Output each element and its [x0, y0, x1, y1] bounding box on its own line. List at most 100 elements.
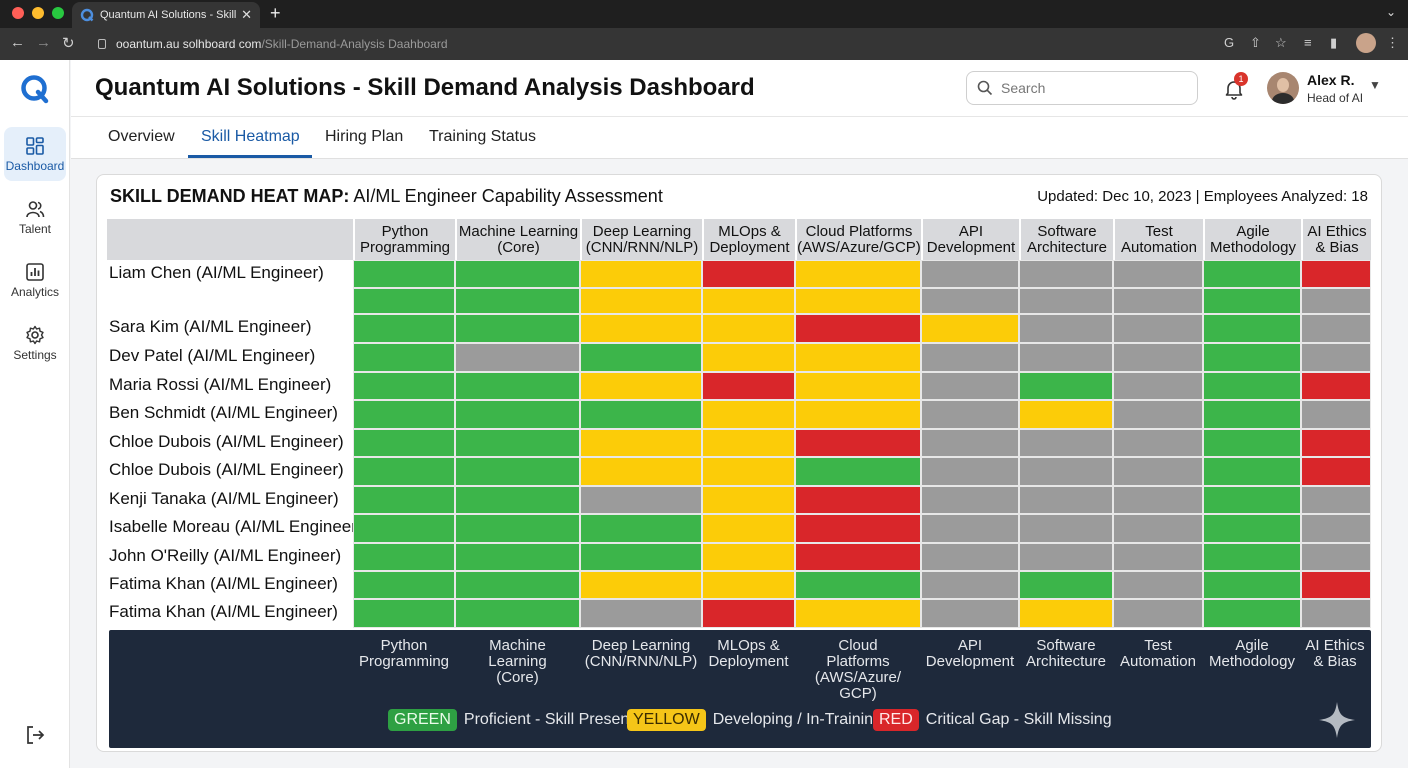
heatmap-cell[interactable] — [702, 343, 795, 372]
heatmap-cell[interactable] — [353, 486, 455, 514]
heatmap-cell[interactable] — [1019, 260, 1113, 288]
heatmap-cell[interactable] — [580, 343, 702, 372]
heatmap-cell[interactable] — [1113, 457, 1203, 486]
heatmap-cell[interactable] — [1301, 372, 1371, 400]
heatmap-cell[interactable] — [353, 400, 455, 429]
heatmap-cell[interactable] — [1301, 571, 1371, 599]
reading-list-icon[interactable]: ≡ — [1304, 35, 1312, 50]
heatmap-cell[interactable] — [795, 314, 921, 343]
heatmap-cell[interactable] — [702, 571, 795, 599]
heatmap-cell[interactable] — [702, 400, 795, 429]
tab-menu-chevron-icon[interactable]: ⌄ — [1385, 5, 1396, 19]
heatmap-cell[interactable] — [1301, 599, 1371, 628]
browser-menu-icon[interactable]: ⋮ — [1386, 35, 1399, 50]
heatmap-cell[interactable] — [1113, 288, 1203, 314]
heatmap-cell[interactable] — [1203, 543, 1301, 571]
heatmap-cell[interactable] — [795, 599, 921, 628]
heatmap-cell[interactable] — [1301, 314, 1371, 343]
heatmap-cell[interactable] — [1203, 571, 1301, 599]
heatmap-cell[interactable] — [1019, 429, 1113, 457]
heatmap-cell[interactable] — [1019, 571, 1113, 599]
heatmap-cell[interactable] — [1113, 571, 1203, 599]
chevron-down-icon[interactable]: ▼ — [1369, 78, 1381, 92]
heatmap-cell[interactable] — [1203, 514, 1301, 543]
heatmap-cell[interactable] — [455, 543, 580, 571]
heatmap-cell[interactable] — [455, 400, 580, 429]
heatmap-cell[interactable] — [702, 457, 795, 486]
heatmap-cell[interactable] — [921, 314, 1019, 343]
heatmap-cell[interactable] — [1113, 260, 1203, 288]
heatmap-cell[interactable] — [1113, 429, 1203, 457]
heatmap-cell[interactable] — [1203, 343, 1301, 372]
heatmap-cell[interactable] — [580, 457, 702, 486]
tab-overview[interactable]: Overview — [108, 128, 175, 145]
heatmap-cell[interactable] — [921, 400, 1019, 429]
logout-icon[interactable] — [24, 724, 46, 746]
heatmap-cell[interactable] — [795, 571, 921, 599]
heatmap-cell[interactable] — [455, 429, 580, 457]
heatmap-cell[interactable] — [455, 599, 580, 628]
heatmap-cell[interactable] — [455, 314, 580, 343]
heatmap-cell[interactable] — [1019, 314, 1113, 343]
heatmap-cell[interactable] — [1019, 514, 1113, 543]
back-arrow-icon[interactable]: ← — [10, 34, 25, 51]
google-lens-icon[interactable]: G — [1224, 35, 1235, 50]
heatmap-cell[interactable] — [455, 514, 580, 543]
heatmap-cell[interactable] — [921, 288, 1019, 314]
close-tab-icon[interactable]: ✕ — [241, 7, 252, 22]
heatmap-cell[interactable] — [1113, 543, 1203, 571]
heatmap-cell[interactable] — [580, 288, 702, 314]
heatmap-cell[interactable] — [580, 571, 702, 599]
heatmap-cell[interactable] — [455, 288, 580, 314]
heatmap-cell[interactable] — [455, 457, 580, 486]
heatmap-cell[interactable] — [1113, 400, 1203, 429]
url-field[interactable]: ooantum.au solhboard com/Skill-Demand-An… — [88, 32, 1208, 56]
heatmap-cell[interactable] — [1019, 343, 1113, 372]
heatmap-cell[interactable] — [1203, 457, 1301, 486]
heatmap-cell[interactable] — [580, 599, 702, 628]
heatmap-cell[interactable] — [795, 372, 921, 400]
heatmap-cell[interactable] — [1113, 372, 1203, 400]
heatmap-cell[interactable] — [1301, 400, 1371, 429]
heatmap-cell[interactable] — [1203, 486, 1301, 514]
heatmap-cell[interactable] — [702, 288, 795, 314]
heatmap-cell[interactable] — [702, 372, 795, 400]
sidebar-item-settings[interactable]: Settings — [4, 316, 66, 370]
heatmap-cell[interactable] — [1113, 599, 1203, 628]
user-avatar[interactable] — [1267, 72, 1299, 104]
heatmap-cell[interactable] — [1113, 343, 1203, 372]
heatmap-cell[interactable] — [353, 343, 455, 372]
heatmap-cell[interactable] — [702, 429, 795, 457]
heatmap-cell[interactable] — [455, 372, 580, 400]
heatmap-cell[interactable] — [921, 486, 1019, 514]
heatmap-cell[interactable] — [580, 314, 702, 343]
heatmap-cell[interactable] — [353, 599, 455, 628]
heatmap-cell[interactable] — [702, 514, 795, 543]
heatmap-cell[interactable] — [1203, 429, 1301, 457]
heatmap-cell[interactable] — [353, 288, 455, 314]
heatmap-cell[interactable] — [353, 457, 455, 486]
heatmap-cell[interactable] — [455, 343, 580, 372]
heatmap-cell[interactable] — [795, 343, 921, 372]
heatmap-cell[interactable] — [921, 429, 1019, 457]
heatmap-cell[interactable] — [795, 457, 921, 486]
heatmap-cell[interactable] — [702, 260, 795, 288]
heatmap-cell[interactable] — [702, 599, 795, 628]
bookmark-star-icon[interactable]: ☆ — [1275, 35, 1287, 50]
heatmap-cell[interactable] — [1203, 400, 1301, 429]
heatmap-cell[interactable] — [580, 429, 702, 457]
heatmap-cell[interactable] — [1203, 288, 1301, 314]
heatmap-cell[interactable] — [580, 400, 702, 429]
close-window-button[interactable] — [12, 7, 24, 19]
heatmap-cell[interactable] — [1203, 599, 1301, 628]
heatmap-cell[interactable] — [353, 514, 455, 543]
heatmap-cell[interactable] — [795, 486, 921, 514]
heatmap-cell[interactable] — [795, 400, 921, 429]
heatmap-cell[interactable] — [1301, 457, 1371, 486]
browser-profile-avatar[interactable] — [1356, 33, 1376, 53]
heatmap-cell[interactable] — [455, 486, 580, 514]
heatmap-cell[interactable] — [702, 543, 795, 571]
heatmap-cell[interactable] — [580, 486, 702, 514]
heatmap-cell[interactable] — [353, 571, 455, 599]
heatmap-cell[interactable] — [455, 260, 580, 288]
